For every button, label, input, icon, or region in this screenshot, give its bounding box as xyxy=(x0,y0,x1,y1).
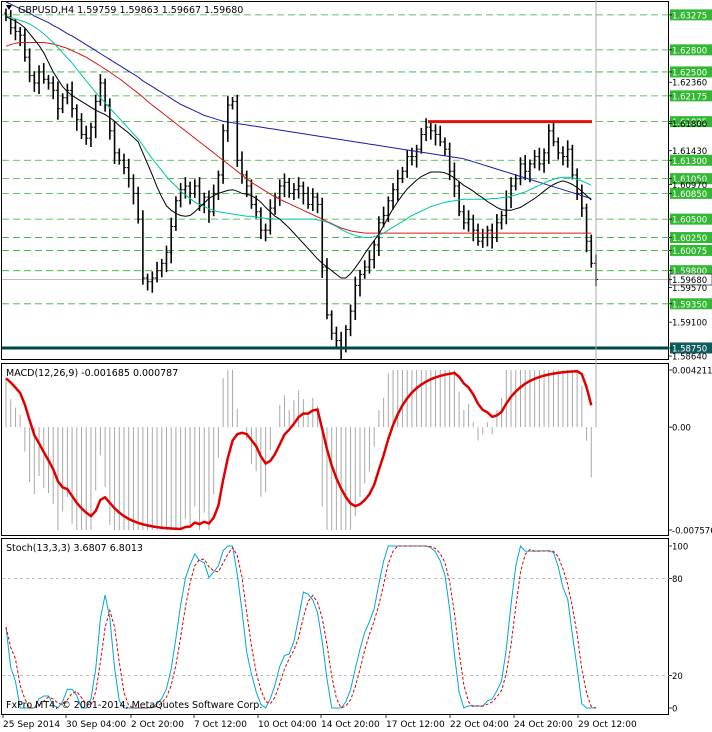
sma-fast-line xyxy=(5,16,592,279)
price-title: GBPUSD,H4 1.59759 1.59863 1.59667 1.5968… xyxy=(18,5,243,16)
x-tick-label: 25 Sep 2014 xyxy=(3,720,60,730)
price-tick-label: 1.60250 xyxy=(672,234,707,244)
price-tick-label: 1.61825 xyxy=(672,118,707,128)
price-tick-label: 1.61800 xyxy=(672,120,707,130)
price-tick-label: 1.61430 xyxy=(672,147,707,157)
sma-long-line xyxy=(5,1,592,199)
x-axis: 25 Sep 2014 30 Sep 04:00 2 Oct 20:00 7 Oct … xyxy=(2,715,637,730)
price-label-bg xyxy=(670,44,712,56)
price-tick-label: 1.58640 xyxy=(672,353,707,363)
price-tick-label: 1.59680 xyxy=(672,276,707,286)
stoch-title: Stoch(13,3,3) 3.6807 6.8013 xyxy=(6,543,143,554)
macd-tick-label: 0.00 xyxy=(672,424,691,434)
price-tick-label: 1.60970 xyxy=(672,181,707,191)
sma-mid-line xyxy=(5,16,592,238)
price-tick-label: 1.63275 xyxy=(672,11,707,21)
price-tick-label: 1.60850 xyxy=(672,190,707,200)
price-panel-frame xyxy=(1,1,669,360)
macd-axis: 0.004211 0.00 -0.007576 xyxy=(669,367,712,537)
price-tick-label: 1.62175 xyxy=(672,92,707,102)
price-bars xyxy=(4,8,598,359)
x-tick-label: 24 Oct 20:00 xyxy=(514,720,573,730)
stoch-signal-line xyxy=(5,545,597,709)
macd-title: MACD(12,26,9) -0.001685 0.000787 xyxy=(6,368,178,379)
price-label-bg xyxy=(670,90,712,102)
price-grid xyxy=(2,14,669,305)
macd-tick-label: 0.004211 xyxy=(672,367,712,377)
stoch-main-line xyxy=(5,544,596,709)
stoch-tick-label: 20 xyxy=(672,672,683,682)
price-tick-label: 1.59350 xyxy=(672,300,707,310)
price-label-bg xyxy=(670,116,712,128)
stoch-tick-label: 0 xyxy=(672,705,677,715)
price-tick-label: 1.59800 xyxy=(672,267,707,277)
price-tick-label: 1.62500 xyxy=(672,68,707,78)
price-tick-label: 1.60075 xyxy=(672,247,707,257)
price-tick-label: 1.62360 xyxy=(672,79,707,89)
price-tick-label: 1.60500 xyxy=(672,216,707,226)
support-label-bg xyxy=(670,342,712,354)
moving-averages xyxy=(5,1,592,279)
macd-panel-frame xyxy=(1,363,669,536)
x-tick-label: 22 Oct 04:00 xyxy=(450,720,509,730)
price-tick-label: 1.61050 xyxy=(672,175,707,185)
x-tick-label: 7 Oct 12:00 xyxy=(194,720,247,730)
price-label-bg xyxy=(670,298,712,310)
x-tick-label: 2 Oct 20:00 xyxy=(131,720,184,730)
price-tick-label: 1.61300 xyxy=(672,157,707,167)
price-label-bg xyxy=(670,66,712,78)
x-tick-label: 29 Oct 12:00 xyxy=(578,720,637,730)
x-tick-label: 17 Oct 12:00 xyxy=(386,720,445,730)
price-label-bg xyxy=(670,232,712,244)
price-label-bg xyxy=(670,213,712,225)
stoch-tick-label: 80 xyxy=(672,575,683,585)
stoch-axis: 100 80 20 0 xyxy=(669,543,688,715)
x-tick-label: 10 Oct 04:00 xyxy=(258,720,317,730)
price-tick-label: 1.59570 xyxy=(672,284,707,294)
footer-copyright: FxPro MT4, © 2001-2014, MetaQuotes Softw… xyxy=(6,700,262,711)
price-label-bg xyxy=(670,9,712,21)
price-label-bg xyxy=(670,265,712,277)
stoch-tick-label: 100 xyxy=(672,543,688,553)
x-tick-label: 30 Sep 04:00 xyxy=(66,720,126,730)
price-label-bg xyxy=(670,244,712,256)
macd-signal-line xyxy=(5,369,593,531)
sma-slow-line xyxy=(5,42,592,234)
macd-tick-label: -0.007576 xyxy=(672,527,712,537)
price-label-bg xyxy=(670,187,712,199)
price-tick-label: 1.59100 xyxy=(672,319,707,329)
stoch-panel-frame xyxy=(1,538,669,715)
x-tick-label: 14 Oct 20:00 xyxy=(321,720,380,730)
price-tick-label: 1.62800 xyxy=(672,46,707,56)
dropdown-triangle-icon xyxy=(6,5,12,10)
price-tick-label: 1.58750 xyxy=(672,344,707,354)
price-label-bg xyxy=(670,154,712,166)
price-levels xyxy=(2,120,669,350)
macd-histogram xyxy=(5,0,597,530)
price-label-bg xyxy=(670,173,712,185)
